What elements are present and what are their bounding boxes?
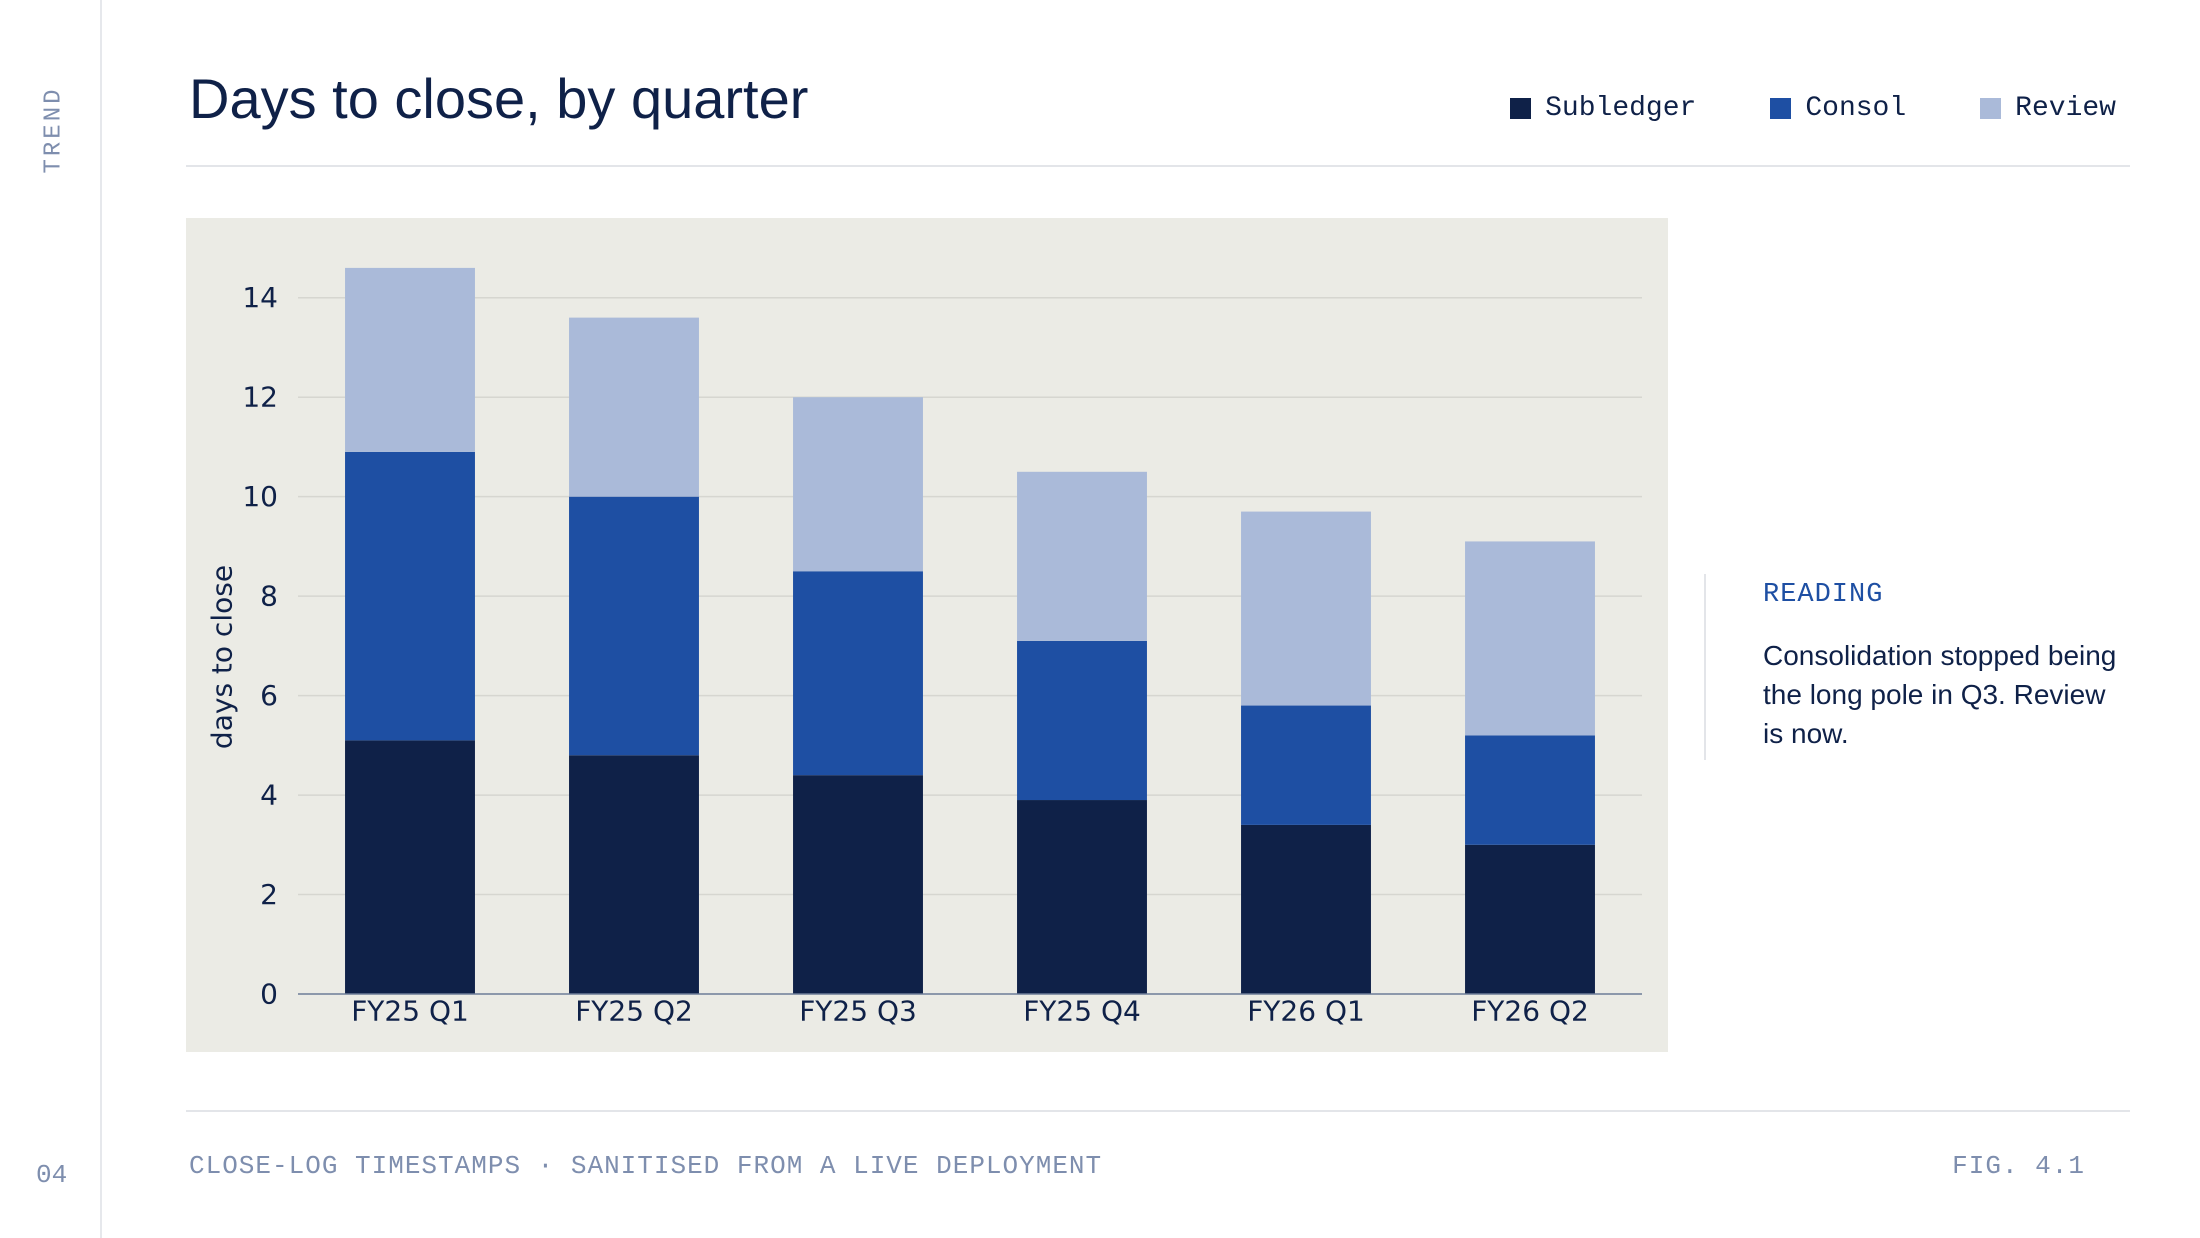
legend-swatch-review <box>1980 98 2002 119</box>
reading-label: READING <box>1763 580 1884 610</box>
bar-segment-review <box>1017 471 1147 641</box>
bar-segment-consol <box>1241 705 1371 825</box>
legend-label-review: Review <box>2015 93 2116 124</box>
chart-area: 0 2 4 6 8 10 12 14 FY25 Q1 FY25 Q2 FY25 Q3 FY25 Q4 F… <box>186 218 1668 1052</box>
bar-segment-subledger <box>1017 800 1147 994</box>
y-tick-label: 0 <box>260 978 278 1011</box>
bar-segment-review <box>345 267 475 452</box>
page-title: Days to close, by quarter <box>189 67 809 130</box>
x-tick-label: FY25 Q1 <box>351 995 469 1028</box>
y-tick-label: 8 <box>260 580 278 613</box>
x-tick-label: FY26 Q2 <box>1471 995 1589 1028</box>
bar-segment-consol <box>1465 735 1595 845</box>
chart-legend: Subledger Consol Review <box>1510 93 2116 124</box>
note-divider <box>1704 574 1706 760</box>
y-axis-title: days to close <box>206 565 239 749</box>
y-tick-label: 14 <box>242 281 278 314</box>
y-tick-label: 12 <box>242 381 278 414</box>
legend-swatch-subledger <box>1510 98 1532 119</box>
bar-segment-subledger <box>569 755 699 994</box>
header-divider <box>186 165 2130 167</box>
footer-source: CLOSE-LOG TIMESTAMPS · SANITISED FROM A … <box>189 1151 1103 1181</box>
reading-text: Consolidation stopped being the long pol… <box>1763 640 2117 749</box>
legend-swatch-consol <box>1770 98 1792 119</box>
section-label: TREND <box>40 86 68 174</box>
y-tick-label: 6 <box>260 679 278 712</box>
page-number: 04 <box>36 1160 68 1190</box>
y-tick-label: 2 <box>260 878 278 911</box>
legend-label-consol: Consol <box>1805 93 1907 124</box>
legend-item-subledger: Subledger <box>1510 93 1696 124</box>
bar-segment-consol <box>793 571 923 776</box>
legend-item-review: Review <box>1980 93 2116 124</box>
bar-segment-review <box>793 397 923 572</box>
bar-segment-consol <box>569 496 699 756</box>
bar-segment-review <box>1241 511 1371 706</box>
footer-divider <box>186 1110 2130 1112</box>
figure-number: FIG. 4.1 <box>1952 1151 2085 1181</box>
x-tick-label: FY25 Q3 <box>799 995 917 1028</box>
bar-segment-consol <box>345 451 475 741</box>
bar-segment-consol <box>1017 640 1147 801</box>
y-tick-label: 10 <box>242 480 278 513</box>
left-rail: TREND 04 <box>0 0 102 1238</box>
stacked-bar-chart: 0 2 4 6 8 10 12 14 FY25 Q1 FY25 Q2 FY25 Q3 FY25 Q4 F… <box>206 267 1642 1028</box>
bar-segment-review <box>1465 541 1595 736</box>
y-tick-label: 4 <box>260 779 278 812</box>
bar-segment-subledger <box>1465 844 1595 994</box>
bar-segment-review <box>569 317 699 497</box>
legend-item-consol: Consol <box>1770 93 1906 124</box>
bar-segment-subledger <box>793 775 923 994</box>
bar-segment-subledger <box>345 740 475 994</box>
bar-segment-subledger <box>1241 824 1371 994</box>
x-tick-label: FY25 Q2 <box>575 995 693 1028</box>
x-tick-label: FY25 Q4 <box>1023 995 1141 1028</box>
x-tick-label: FY26 Q1 <box>1247 995 1365 1028</box>
legend-label-subledger: Subledger <box>1545 93 1697 124</box>
